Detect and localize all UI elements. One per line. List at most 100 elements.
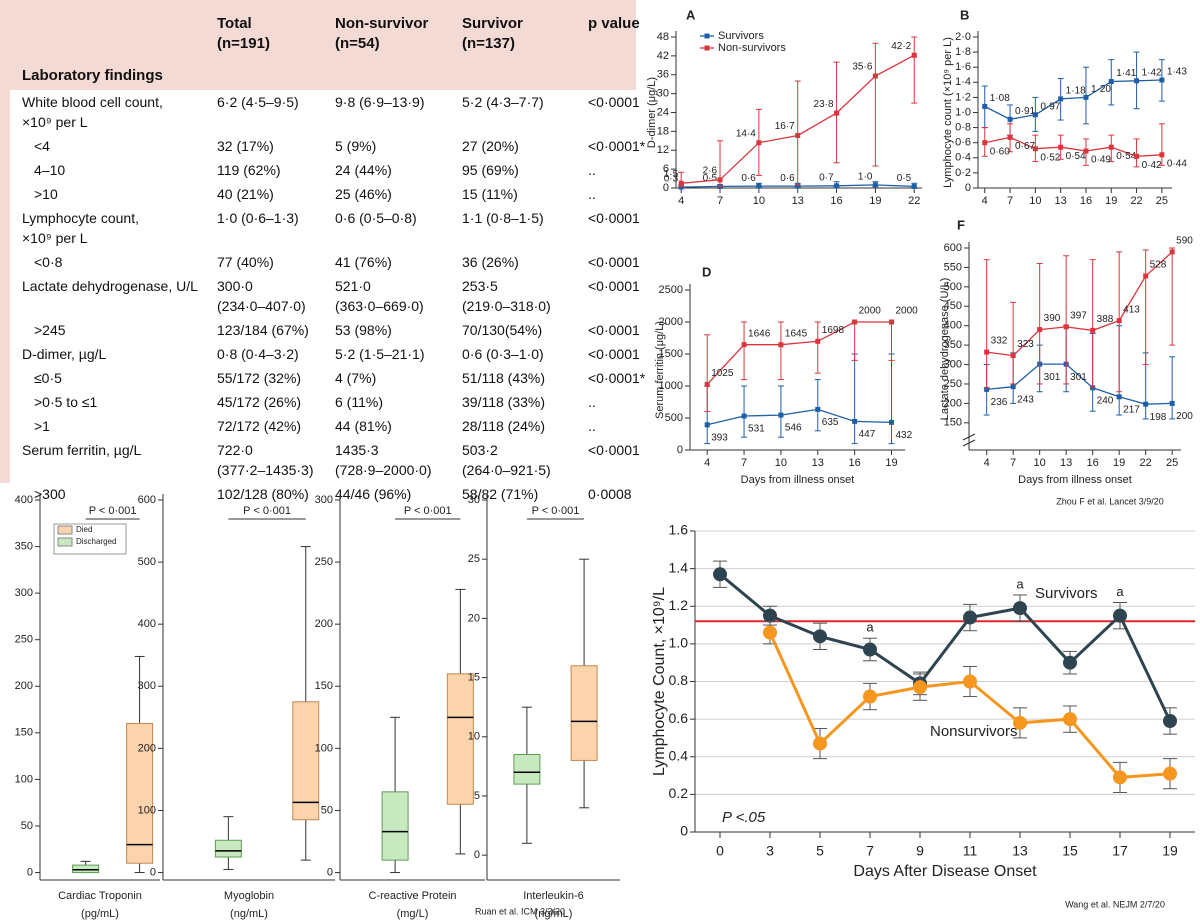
point: [1083, 148, 1089, 154]
point: [1058, 96, 1064, 102]
point: [813, 736, 827, 751]
x-axis-label: (pg/mL): [81, 908, 119, 920]
y-tick-label: 400: [15, 494, 33, 506]
table-header: Total (n=191) Non-survivor (n=54) Survivor…: [0, 0, 640, 62]
y-tick-label: 500: [944, 281, 962, 293]
y-axis-label: Lymphocyte count (×10⁹ per L): [942, 37, 954, 188]
section-row: Laboratory findings: [0, 62, 636, 90]
point: [834, 110, 840, 116]
y-tick-label: 2500: [659, 284, 683, 296]
y-tick-label: 500: [665, 412, 683, 424]
cell-value: 1·0 (0·6–1·3): [217, 210, 299, 226]
y-tick-label: 6: [663, 163, 669, 175]
annotation: a: [866, 620, 874, 635]
row-label: Lymphocyte count, ×10⁹ per L: [22, 210, 139, 246]
point: [1083, 94, 1089, 100]
legend-label: Died: [76, 525, 92, 534]
box: [381, 791, 409, 861]
point: [888, 419, 894, 425]
value-label: 16·7: [775, 121, 795, 132]
panel-letter: A: [686, 7, 696, 22]
cell-value: 5·2 (4·3–7·7): [462, 94, 544, 110]
cell-value: 72/172 (42%): [217, 418, 302, 434]
cell-value: ..: [588, 162, 596, 178]
row-label: Lactate dehydrogenase, U/L: [22, 278, 198, 294]
value-label: 0·54: [1116, 151, 1136, 162]
y-axis-label: Serum ferritin (μg/L): [654, 321, 666, 419]
x-tick-label: 7: [1010, 457, 1016, 469]
value-label: 198: [1150, 412, 1167, 423]
y-tick-label: 18: [657, 125, 669, 137]
x-tick-label: 19: [885, 457, 897, 469]
x-tick-label: 10: [1029, 195, 1041, 207]
row-label: >245: [34, 322, 66, 338]
value-label: 0·91: [1015, 106, 1035, 117]
value-label: 0·6: [780, 173, 795, 184]
cell-value: 24 (44%): [335, 162, 392, 178]
point: [678, 180, 684, 186]
cell-value: 36 (26%): [462, 254, 519, 270]
x-tick-label: 13: [1012, 843, 1028, 859]
x-tick-label: 4: [984, 457, 990, 469]
header-cell: Survivor (n=137): [462, 15, 523, 52]
legend-swatch: [57, 525, 73, 535]
y-tick-label: 300: [944, 358, 962, 370]
source: Zhou F et al. Lancet 3/9/20: [1056, 496, 1164, 506]
table-row: White blood cell count, ×10⁹ per L 6·2 (4…: [10, 90, 640, 134]
cell-value: 45/172 (26%): [217, 394, 302, 410]
cell-value: 123/184 (67%): [217, 322, 309, 338]
point: [1010, 353, 1016, 359]
cell-value: <0·0001: [588, 94, 640, 110]
x-axis-label: Interleukin-6: [523, 890, 584, 902]
point: [1032, 112, 1038, 118]
point: [713, 567, 727, 582]
point: [1108, 144, 1114, 150]
point: [815, 338, 821, 344]
value-label: 0·5: [703, 173, 718, 184]
x-tick-label: 10: [1034, 457, 1046, 469]
point: [852, 319, 858, 325]
source: Ruan et al. ICM 3/3/20: [475, 906, 565, 916]
value-label: 35·6: [852, 62, 872, 73]
point: [834, 183, 840, 189]
point: [1134, 78, 1140, 84]
cell-value: 1435·3 (728·9–2000·0): [335, 442, 432, 478]
table-row: Lactate dehydrogenase, U/L 300·0 (234·0–4…: [10, 274, 640, 318]
y-tick-label: 100: [15, 773, 33, 785]
y-tick-label: 0: [677, 444, 683, 456]
axis-break: [962, 439, 976, 447]
value-label: 528: [1150, 260, 1167, 271]
y-tick-label: 0: [965, 182, 971, 194]
cell-value: 51/118 (43%): [462, 370, 546, 386]
value-label: 14·4: [736, 128, 756, 139]
y-tick-label: 450: [944, 300, 962, 312]
table-row: 4–10 119 (62%) 24 (44%) 95 (69%)..: [10, 158, 636, 182]
legend-label: Non-survivors: [718, 42, 786, 54]
value-label: 301: [1070, 372, 1087, 383]
cell-value: 0·6 (0·3–1·0): [462, 346, 544, 362]
table-row: D-dimer, µg/L 0·8 (0·4–3·2) 5·2 (1·5–21·1)…: [10, 342, 640, 366]
y-tick-label: 250: [15, 634, 33, 646]
series-line: [986, 363, 1173, 405]
point: [963, 610, 977, 625]
x-tick-label: 13: [1055, 195, 1067, 207]
x-tick-label: 15: [1062, 843, 1078, 859]
y-tick-label: 0: [327, 866, 333, 878]
value-label: 0·44: [1167, 158, 1187, 169]
series-line: [707, 408, 892, 426]
y-tick-label: 30: [468, 494, 480, 506]
cell-value: 1·1 (0·8–1·5): [462, 210, 544, 226]
value-label: 413: [1123, 304, 1140, 315]
cell-value: 5·2 (1·5–21·1): [335, 346, 425, 362]
y-axis-label: Lactate dehydrogenase (U/L): [939, 278, 951, 420]
cell-value: <0·0001: [588, 254, 640, 270]
x-axis-label: C-reactive Protein: [368, 890, 456, 902]
x-axis-label: (ng/mL): [535, 908, 573, 920]
note: P <.05: [722, 809, 766, 826]
value-label: 1·43: [1167, 67, 1187, 78]
point: [704, 381, 710, 387]
value-label: 0·97: [1040, 101, 1060, 112]
x-tick-label: 4: [678, 195, 684, 207]
header-cell: p value: [588, 15, 640, 32]
